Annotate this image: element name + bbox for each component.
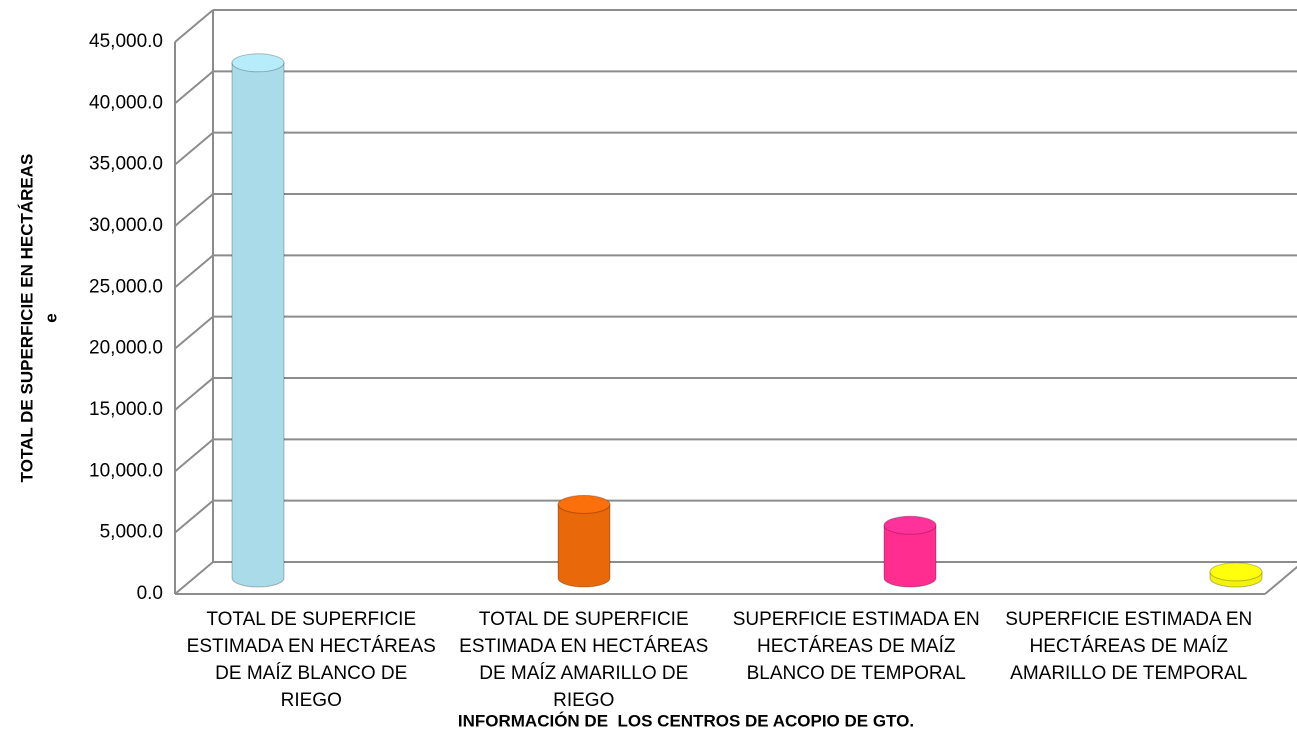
y-tick-label: 35,000.0 <box>89 154 163 175</box>
y-tick-label: 40,000.0 <box>89 92 163 113</box>
grid-line <box>174 315 214 350</box>
grid-line <box>174 131 214 166</box>
bar <box>231 53 285 588</box>
y-tick-label: 5,000.0 <box>100 522 163 543</box>
y-tick-label: 20,000.0 <box>89 338 163 359</box>
grid-line <box>174 499 214 534</box>
bar <box>883 515 937 588</box>
bar-body <box>883 524 937 588</box>
x-axis-title: INFORMACIÓN DE LOS CENTROS DE ACOPIO DE … <box>458 711 914 730</box>
x-tick-label: SUPERFICIE ESTIMADA EN HECTÁREAS DE MAÍZ A… <box>1005 609 1252 684</box>
y-axis-title: e <box>41 313 60 322</box>
x-tick-label: TOTAL DE SUPERFICIE ESTIMADA EN HECTÁREAS… <box>187 609 436 711</box>
grid-line <box>174 70 214 105</box>
bar-top <box>883 515 937 535</box>
bar-top <box>1209 562 1263 582</box>
y-tick-label: 30,000.0 <box>89 215 163 236</box>
bar <box>1209 562 1263 588</box>
grid-line <box>174 9 214 43</box>
y-tick-label: 0.0 <box>137 583 163 604</box>
grid-line <box>174 193 214 227</box>
y-tick-label: 45,000.0 <box>89 31 163 52</box>
grid-line <box>174 561 214 595</box>
bar-body <box>231 62 285 588</box>
grid-line <box>174 254 214 289</box>
axis-line <box>1264 565 1297 595</box>
y-tick-label: 15,000.0 <box>89 399 163 420</box>
y-axis-title: TOTAL DE SUPERFICIE EN HECTÁREAS <box>17 154 36 483</box>
grid-line <box>174 377 214 411</box>
y-tick-label: 25,000.0 <box>89 276 163 297</box>
bar-top <box>557 494 611 514</box>
bar <box>557 494 611 588</box>
bar-body <box>557 503 611 588</box>
grid-line <box>174 438 214 473</box>
y-tick-label: 10,000.0 <box>89 460 163 481</box>
x-tick-label: TOTAL DE SUPERFICIE ESTIMADA EN HECTÁREAS… <box>459 609 708 711</box>
x-tick-label: SUPERFICIE ESTIMADA EN HECTÁREAS DE MAÍZ B… <box>733 609 980 684</box>
bar-top <box>231 53 285 73</box>
